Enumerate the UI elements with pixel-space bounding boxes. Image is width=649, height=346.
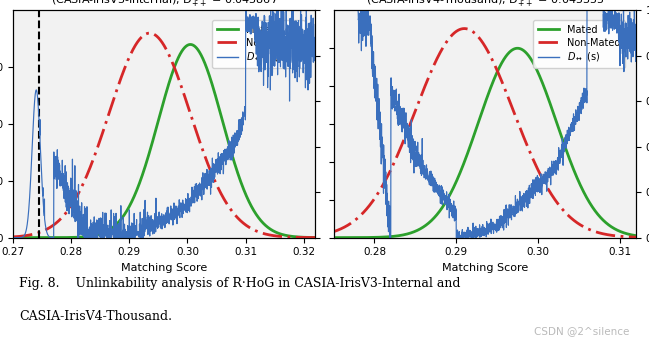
- Title: Unlinkability Analysis
(CASIA-IrisV3-Internal), D$_{++}^{sys}$ = 0.043867: Unlinkability Analysis (CASIA-IrisV3-Int…: [51, 0, 278, 10]
- Title: Unlinkability Analysis
(CASIA-IrisV4-Thousand), D$_{++}^{sys}$ = 0.045355: Unlinkability Analysis (CASIA-IrisV4-Tho…: [365, 0, 604, 10]
- Text: CASIA-IrisV4-Thousand.: CASIA-IrisV4-Thousand.: [19, 310, 172, 323]
- Text: Fig. 8.    Unlinkability analysis of R·HoG in CASIA-IrisV3-Internal and: Fig. 8. Unlinkability analysis of R·HoG …: [19, 277, 461, 290]
- X-axis label: Matching Score: Matching Score: [121, 263, 207, 273]
- Legend: Mated, Non-Mated, $D_{\leftrightarrow}$ (s): Mated, Non-Mated, $D_{\leftrightarrow}$ …: [212, 20, 304, 69]
- Text: CSDN @2^silence: CSDN @2^silence: [534, 326, 630, 336]
- Legend: Mated, Non-Mated, $D_{\leftrightarrow}$ (s): Mated, Non-Mated, $D_{\leftrightarrow}$ …: [533, 20, 625, 69]
- X-axis label: Matching Score: Matching Score: [442, 263, 528, 273]
